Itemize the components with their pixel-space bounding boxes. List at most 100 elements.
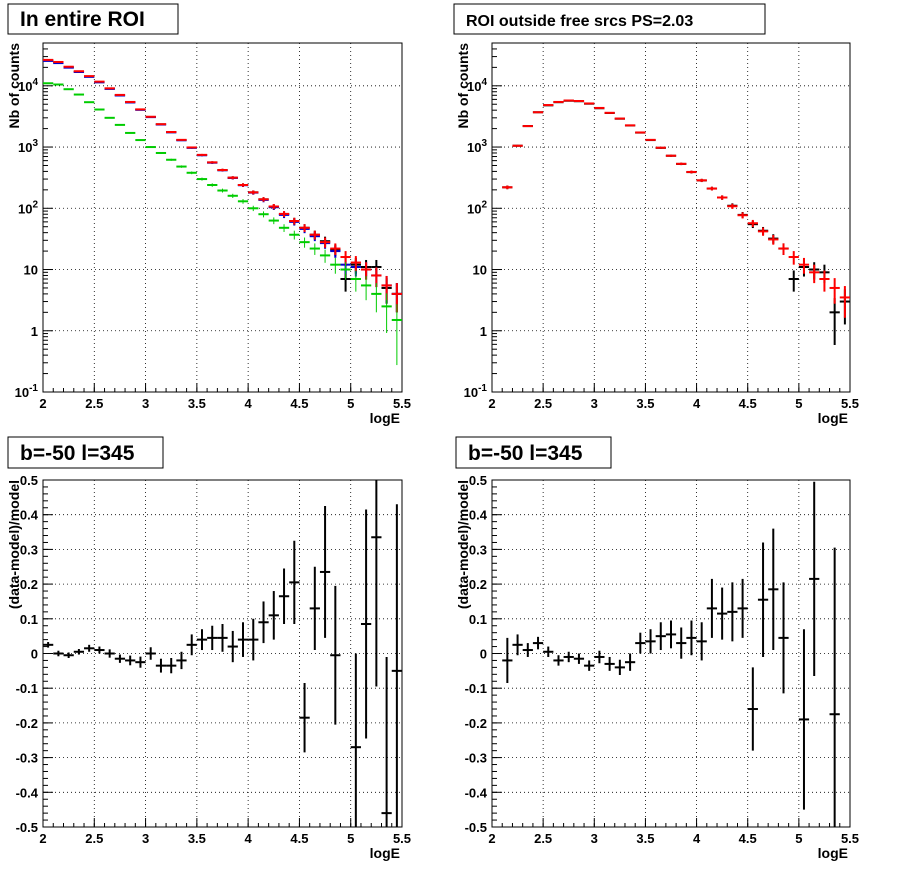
data-point xyxy=(624,653,636,671)
data-point xyxy=(676,162,687,166)
y-tick-label: 1 xyxy=(480,324,487,339)
data-point xyxy=(686,620,697,656)
y-tick-label: 102 xyxy=(467,199,487,216)
x-tick-label: 2 xyxy=(488,396,495,411)
data-point xyxy=(665,620,677,649)
chart-panel-3: 2 2.5 3 3.5 4 4.5 5 5.5 -0.5 -0.4 -0.3 -0.2 -0.1 0 0.1… xyxy=(6,436,411,861)
data-point xyxy=(757,227,769,236)
data-point xyxy=(604,111,615,114)
data-point xyxy=(635,632,646,654)
chart-title: In entire ROI xyxy=(20,8,145,31)
y-tick-label: 0.5 xyxy=(469,473,487,488)
data-point xyxy=(289,540,300,625)
series-1 xyxy=(502,481,840,827)
data-point xyxy=(319,506,331,638)
data-point xyxy=(747,219,758,228)
data-point xyxy=(502,637,513,683)
data-point xyxy=(248,190,259,195)
data-point xyxy=(166,131,177,134)
series-4 xyxy=(43,82,402,366)
x-tick-label: 5 xyxy=(347,396,354,411)
data-point xyxy=(381,293,392,334)
y-tick-label: 104 xyxy=(467,77,487,94)
data-point xyxy=(737,212,748,219)
x-tick-label: 3.5 xyxy=(636,396,654,411)
data-point xyxy=(135,108,146,111)
data-point xyxy=(727,582,738,642)
data-point xyxy=(614,117,625,120)
data-point xyxy=(145,146,156,149)
data-point xyxy=(371,283,382,313)
data-point xyxy=(350,256,361,272)
data-point xyxy=(155,151,167,154)
data-point xyxy=(330,243,341,255)
x-tick-label: 3 xyxy=(591,396,598,411)
data-point xyxy=(717,587,728,640)
data-point xyxy=(53,650,64,657)
y-tick-label: -0.4 xyxy=(16,785,39,800)
data-point xyxy=(104,87,115,90)
x-tick-label: 2 xyxy=(488,831,495,846)
data-point xyxy=(319,237,331,248)
y-tick-label: 0.3 xyxy=(469,542,487,557)
y-tick-label: 10 xyxy=(473,263,487,278)
x-tick-label: 2 xyxy=(39,831,46,846)
y-tick-label: -0.5 xyxy=(16,820,38,835)
data-point xyxy=(563,651,574,663)
data-point xyxy=(829,547,840,827)
data-point xyxy=(63,652,74,659)
y-tick-label: 1 xyxy=(31,324,38,339)
x-axis-label: logE xyxy=(370,410,400,426)
y-tick-label: -0.3 xyxy=(16,751,38,766)
data-point xyxy=(553,655,564,666)
data-point xyxy=(73,93,85,96)
data-point xyxy=(573,99,585,102)
x-tick-label: 2.5 xyxy=(85,831,103,846)
y-tick-label: 0.4 xyxy=(469,508,488,523)
x-tick-label: 2.5 xyxy=(534,396,552,411)
data-point xyxy=(686,170,697,174)
chart-panel-1: 2 2.5 3 3.5 4 4.5 5 5.5 10-1 1 10 102 103 104 logE Nb o… xyxy=(6,3,411,426)
plot-frame xyxy=(42,479,403,828)
data-point xyxy=(207,625,218,651)
data-point xyxy=(186,171,197,175)
data-point xyxy=(248,618,259,661)
y-tick-label: 0 xyxy=(480,647,487,662)
data-point xyxy=(299,224,310,232)
y-tick-label: 104 xyxy=(18,77,38,94)
data-point xyxy=(258,601,269,644)
data-point xyxy=(43,82,54,85)
chart-panel-2: 2 2.5 3 3.5 4 4.5 5 5.5 10-1 1 10 102 103 104 logE Nb o… xyxy=(453,3,859,426)
data-point xyxy=(819,270,830,292)
x-tick-label: 3 xyxy=(142,831,149,846)
data-point xyxy=(635,131,646,134)
x-tick-label: 5 xyxy=(347,831,354,846)
y-tick-label: 0.4 xyxy=(20,508,39,523)
data-point xyxy=(299,237,310,248)
data-point xyxy=(655,622,666,651)
data-point xyxy=(176,165,187,168)
data-point xyxy=(84,101,95,104)
x-tick-label: 5 xyxy=(795,396,802,411)
data-point xyxy=(665,154,677,157)
y-axis-label: Nb of counts xyxy=(455,43,471,129)
data-point xyxy=(512,634,523,656)
y-tick-label: -0.1 xyxy=(16,681,38,696)
y-tick-label: 0.1 xyxy=(20,612,38,627)
data-point xyxy=(196,153,208,156)
data-point xyxy=(237,199,249,204)
data-point xyxy=(309,566,320,651)
x-tick-label: 4 xyxy=(245,831,253,846)
data-point xyxy=(706,186,718,191)
plot-frame xyxy=(42,42,403,393)
y-tick-label: -0.2 xyxy=(16,716,38,731)
chart-title: b=-50 l=345 xyxy=(20,442,135,465)
plot-frame xyxy=(491,479,851,828)
title-frame xyxy=(455,436,612,469)
data-point xyxy=(788,270,799,292)
data-point xyxy=(227,193,238,198)
x-tick-label: 3.5 xyxy=(188,831,206,846)
plot-frame xyxy=(491,42,851,393)
data-point xyxy=(166,658,177,674)
y-tick-label: -0.2 xyxy=(465,716,487,731)
